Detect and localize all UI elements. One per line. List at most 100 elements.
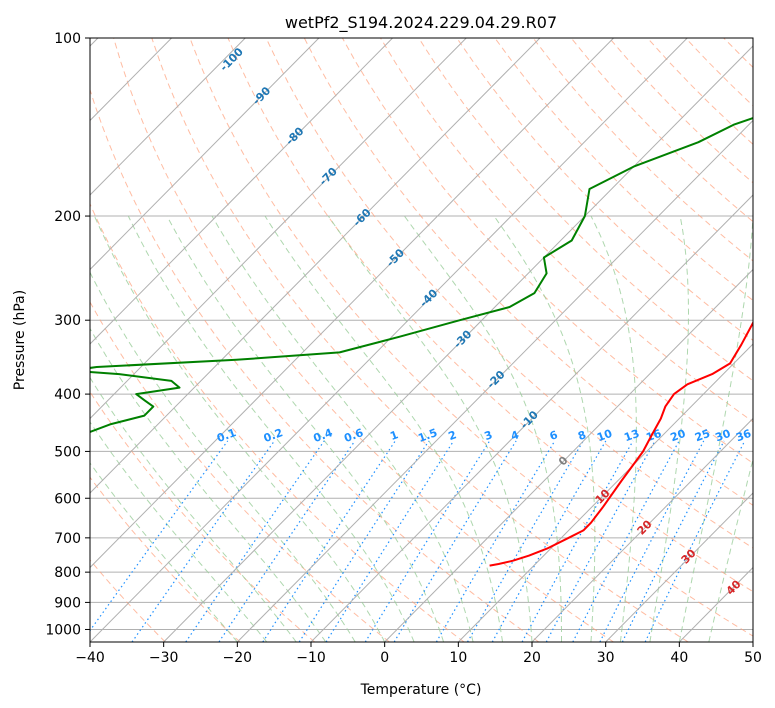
- moist-adiabat: [327, 215, 533, 642]
- pressure-grid: [90, 38, 753, 630]
- mixing-ratio-label: 10: [595, 427, 614, 445]
- mixing-ratio-label: 20: [669, 427, 688, 445]
- y-axis-label: Pressure (hPa): [12, 290, 28, 390]
- isotherm: [90, 38, 320, 271]
- mixing-ratio-label: 1.5: [416, 426, 439, 445]
- mixing-ratio-line: [185, 440, 325, 642]
- mixing-ratio-label: 3: [483, 428, 495, 443]
- dry-adiabat: [90, 301, 390, 642]
- mixing-ratio-label: 2: [447, 428, 459, 443]
- dry-adiabat: [113, 38, 614, 642]
- y-tick-label: 900: [54, 595, 81, 611]
- mixing-ratio-line: [572, 440, 680, 642]
- plot-frame: [89, 37, 754, 643]
- mixing-ratio-line: [131, 440, 275, 642]
- moist-adiabat: [93, 215, 386, 642]
- isotherm: [90, 38, 541, 494]
- mixing-ratio-label: 0.4: [312, 426, 335, 445]
- x-tick-label: −10: [296, 650, 326, 666]
- dry-adiabat: [380, 38, 753, 423]
- mixing-ratio-labels: 0.1 0.2 0.4 0.6 1 1.5 2 3 4 6 8 10 13 16 20 25 30 36: [215, 426, 753, 445]
- profile-series: [90, 116, 753, 567]
- dry-adiabat: [762, 38, 775, 642]
- mixing-ratio-line: [621, 440, 725, 642]
- isotherm: [90, 38, 393, 345]
- isotherm: [384, 268, 753, 642]
- isotherm: [457, 343, 753, 642]
- mixing-ratio-line: [599, 440, 705, 642]
- x-tick-label: 20: [523, 650, 541, 666]
- mixing-ratio-line: [466, 440, 584, 642]
- mixing-ratio-label: 0.6: [342, 426, 365, 445]
- x-tick-label: 0: [380, 650, 389, 666]
- moist-adiabat: [166, 215, 445, 642]
- dry-adiabat: [90, 476, 241, 642]
- y-tick-label: 200: [54, 209, 81, 225]
- x-axis: −40 −30 −20 −10 0 10 20 30 40 50: [75, 642, 762, 666]
- temperature-line: [489, 320, 753, 567]
- isotherm-label: -10: [518, 408, 541, 432]
- chart-title: wetPf2_S194.2024.229.04.29.R07: [285, 13, 557, 33]
- mixing-ratio-label: 13: [622, 427, 641, 444]
- mixing-ratio-label: 0.2: [262, 426, 285, 445]
- x-tick-label: −40: [75, 650, 105, 666]
- mixing-ratio-line: [521, 440, 634, 642]
- x-tick-label: 30: [597, 650, 615, 666]
- mixing-ratio-line: [218, 440, 356, 642]
- dry-adiabat: [90, 202, 465, 642]
- moist-adiabat: [649, 215, 689, 642]
- moist-adiabat: [90, 327, 327, 642]
- y-tick-label: 800: [54, 565, 81, 581]
- mixing-ratio-label: 25: [693, 427, 712, 444]
- x-tick-label: −20: [223, 650, 253, 666]
- moist-adiabat: [90, 271, 356, 642]
- moist-adiabat: [403, 215, 562, 642]
- mixing-ratio-label: 0.1: [215, 426, 238, 445]
- moist-adiabat: [590, 215, 637, 642]
- dry-adiabat: [418, 38, 753, 382]
- isotherm-label: 30: [679, 546, 699, 566]
- mixing-ratio-line: [545, 440, 656, 642]
- mixing-ratio-line: [325, 440, 455, 642]
- moist-adiabat: [264, 215, 503, 642]
- y-tick-label: 400: [54, 387, 81, 403]
- isotherm: [90, 38, 614, 569]
- mixing-ratio-line: [644, 440, 746, 642]
- dry-adiabat: [227, 38, 753, 593]
- moist-adiabat: [493, 215, 596, 642]
- mixing-ratio-line: [262, 440, 396, 642]
- plot-area: -100-90-80-70-60-50-40-30-20-10010203040…: [90, 38, 775, 642]
- moist-adiabat: [127, 215, 415, 642]
- y-tick-label: 100: [54, 31, 81, 47]
- x-tick-label: 50: [744, 650, 762, 666]
- y-tick-label: 700: [54, 531, 81, 547]
- y-tick-label: 600: [54, 491, 81, 507]
- isotherm: [90, 38, 467, 420]
- isotherms: [90, 38, 753, 642]
- dry-adiabat: [494, 38, 753, 302]
- dry-adiabat: [723, 38, 753, 68]
- dry-adiabat: [151, 38, 689, 642]
- dry-adiabat: [90, 88, 540, 642]
- isotherm: [163, 45, 753, 642]
- dry-adiabat: [265, 38, 753, 549]
- isotherm: [310, 194, 753, 642]
- mixing-ratio-label: 4: [509, 428, 521, 443]
- dry-adiabat: [90, 391, 316, 642]
- isotherm: [752, 641, 753, 642]
- y-axis: 100 200 300 400 500 600 700 800 900 1000: [45, 31, 90, 638]
- mixing-ratio-line: [90, 440, 229, 632]
- x-tick-label: 10: [449, 650, 467, 666]
- x-axis-label: Temperature (°C): [360, 682, 482, 698]
- mixing-ratio-line: [364, 440, 491, 642]
- mixing-ratio-label: 36: [734, 427, 753, 445]
- isotherm: [90, 38, 246, 196]
- dry-adiabat: [647, 38, 753, 145]
- isotherm: [236, 119, 753, 642]
- mixing-ratio-label: 30: [713, 427, 732, 445]
- dry-adiabat: [341, 38, 753, 464]
- dry-adiabat: [532, 38, 753, 262]
- y-tick-label: 1000: [45, 622, 81, 638]
- dry-adiabat: [189, 38, 753, 637]
